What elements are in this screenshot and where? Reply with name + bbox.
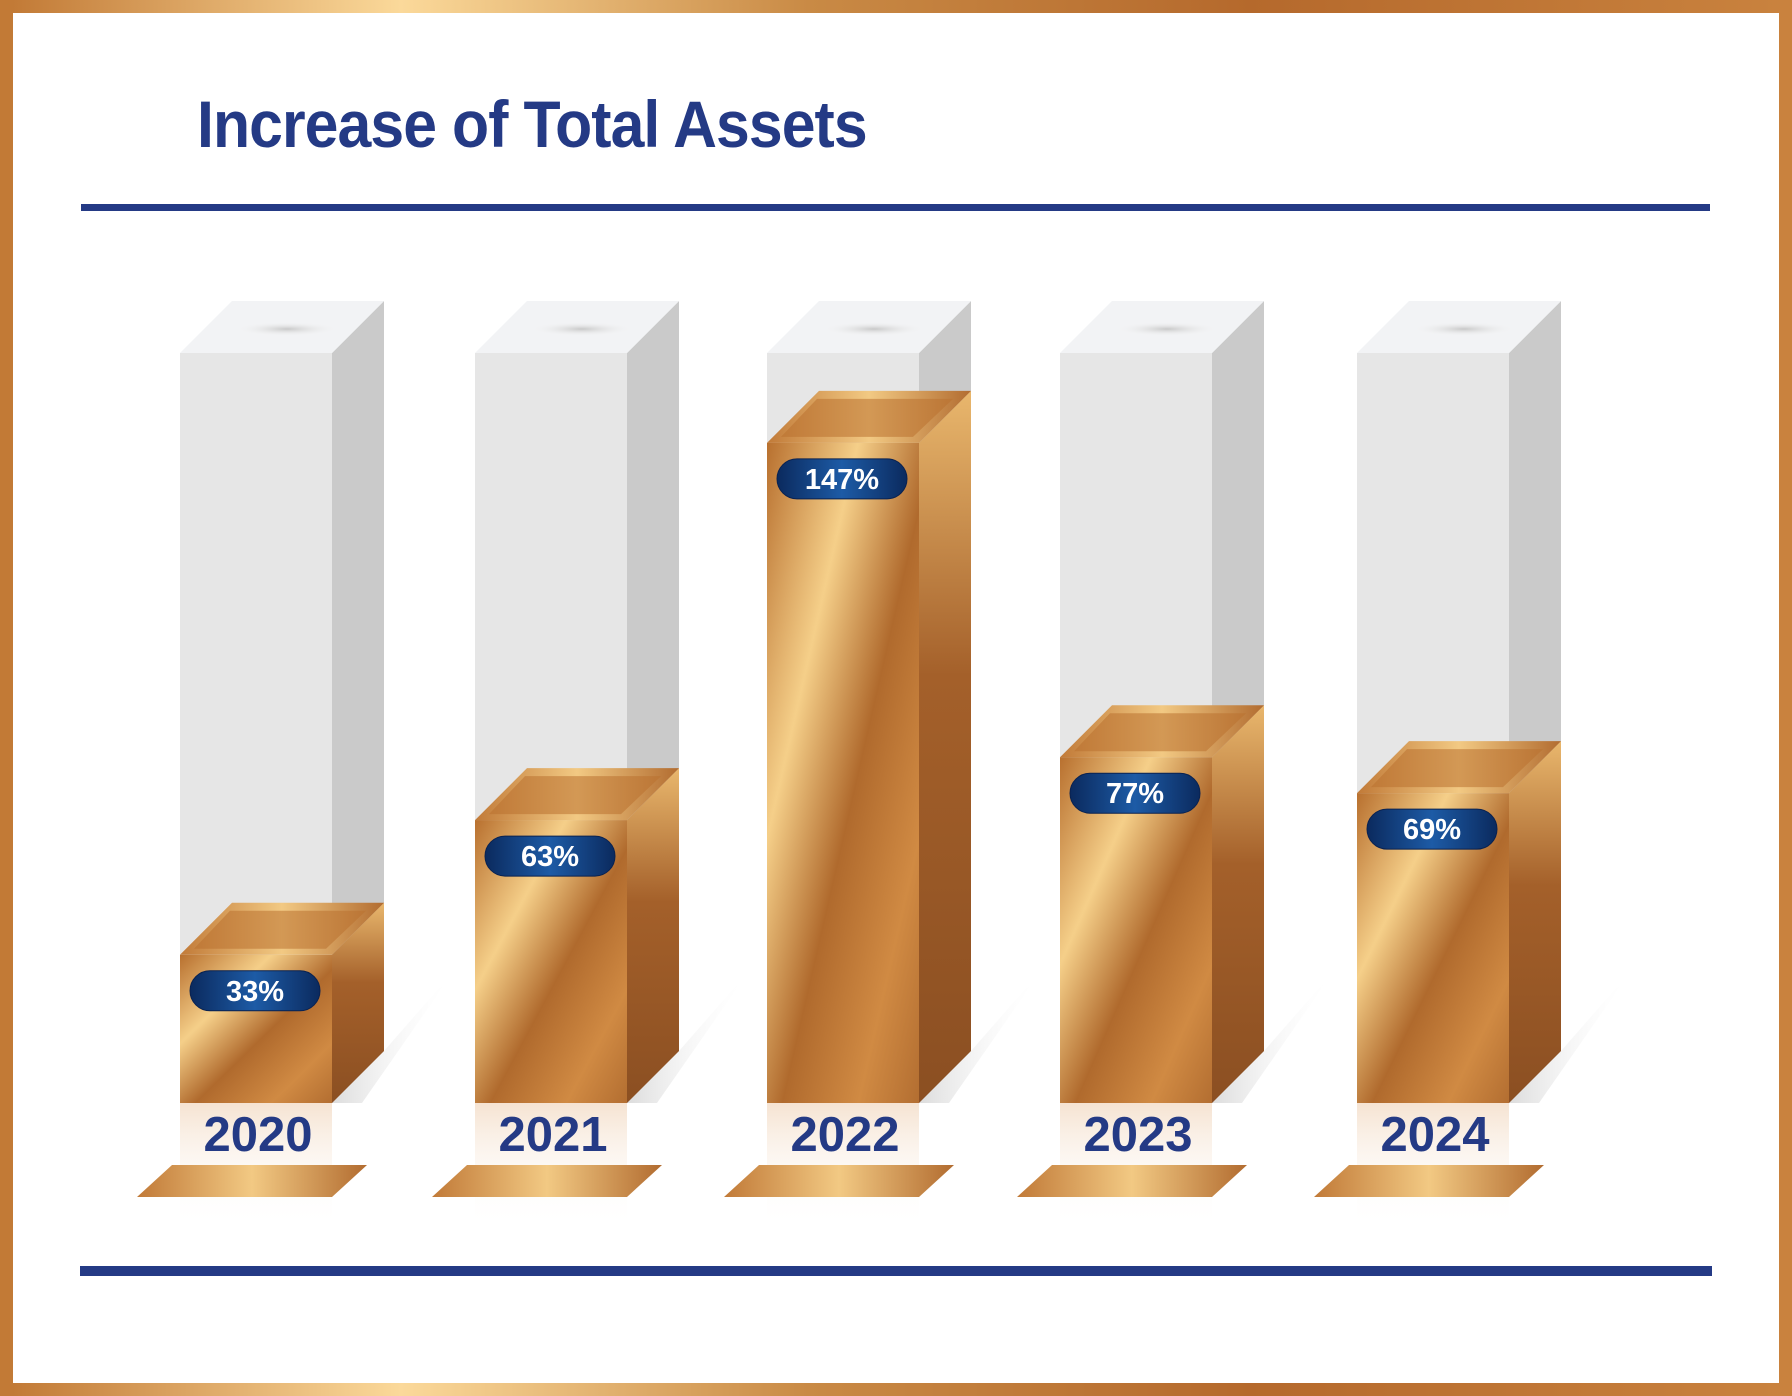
- bar-group-2024: 69% 2024: [1314, 301, 1631, 1228]
- category-label-2021: 2021: [498, 1108, 607, 1162]
- category-label-2020: 2020: [203, 1108, 312, 1162]
- base-plaque: [137, 1165, 367, 1197]
- bar-2023: [1060, 757, 1212, 1103]
- tube-hole: [1117, 322, 1217, 336]
- value-pill: [1366, 808, 1498, 850]
- bar-top-inner: [194, 910, 366, 949]
- bar-side-2021: [627, 768, 679, 1103]
- category-label-2022: 2022: [790, 1108, 899, 1162]
- category-label-2023: 2023: [1083, 1108, 1192, 1162]
- value-label-2023: 77%: [1106, 778, 1164, 810]
- bar-top-inner: [489, 776, 661, 815]
- value-label-2022: 147%: [805, 464, 879, 496]
- tube-hole: [1414, 322, 1514, 336]
- bar-top-inner: [1371, 749, 1543, 788]
- top-rule: [81, 204, 1710, 211]
- base-plaque: [1314, 1165, 1544, 1197]
- bar-2022: [767, 442, 919, 1103]
- bar-side-2023: [1212, 705, 1264, 1103]
- tube-hole: [237, 322, 337, 336]
- bar-group-2023: 77% 2023: [1017, 301, 1334, 1228]
- bar-side-2020: [332, 902, 384, 1103]
- value-pill: [484, 835, 616, 877]
- bar-group-2021: 63% 2021: [432, 301, 749, 1228]
- bar-top-inner: [781, 398, 953, 437]
- chart-title: Increase of Total Assets: [197, 87, 868, 161]
- bar-group-2022: 147% 2022: [724, 301, 1041, 1228]
- value-pill: [189, 970, 321, 1012]
- base-plaque: [1017, 1165, 1247, 1197]
- bottom-rule: [80, 1266, 1712, 1276]
- bar-top-inner: [1074, 713, 1246, 752]
- bar-side-2024: [1509, 741, 1561, 1103]
- tube-side: [332, 301, 384, 1103]
- bar-group-2020: 33% 2020: [137, 301, 454, 1228]
- base-plaque: [432, 1165, 662, 1197]
- value-label-2021: 63%: [521, 841, 579, 873]
- value-label-2024: 69%: [1403, 814, 1461, 846]
- bar-side-2022: [919, 390, 971, 1103]
- value-pill: [1069, 772, 1201, 814]
- value-pill: [776, 458, 908, 500]
- value-label-2020: 33%: [226, 976, 284, 1008]
- tube-hole: [824, 322, 924, 336]
- tube-hole: [532, 322, 632, 336]
- category-label-2024: 2024: [1380, 1108, 1489, 1162]
- base-plaque: [724, 1165, 954, 1197]
